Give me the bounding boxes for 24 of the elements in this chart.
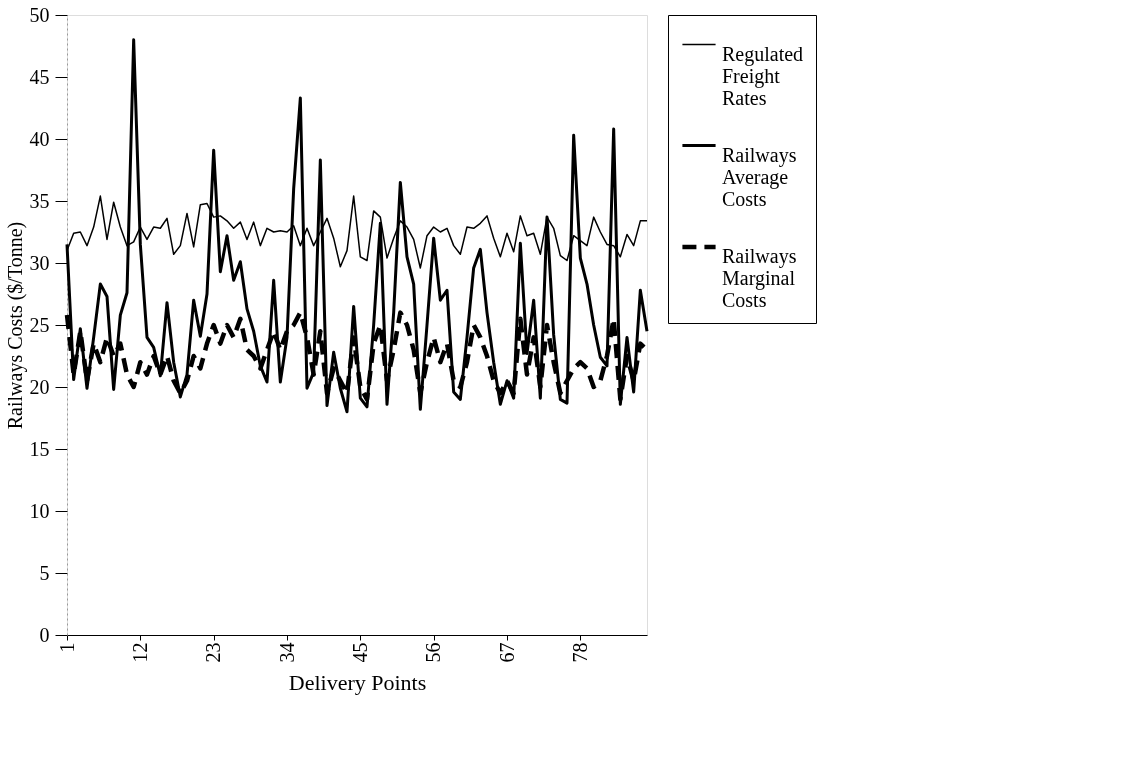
x-tick-label: 1 [55,642,78,653]
x-tick-label: 34 [275,642,298,663]
x-tick-label: 23 [202,642,225,663]
y-tick-label: 45 [29,65,50,88]
y-tick-label: 0 [39,623,50,646]
y-tick-label: 10 [29,499,50,522]
legend-label: Regulated Freight Rates [722,42,804,109]
y-tick-label: 15 [29,437,50,460]
y-axis-title: Railways Costs ($/Tonne) [3,221,27,430]
x-tick-label: 12 [128,642,151,663]
y-tick-label: 20 [29,375,50,398]
legend-label: Railways Average Costs [722,143,797,210]
x-tick-label: 67 [495,642,518,663]
y-tick-label: 25 [29,313,50,336]
x-tick-label: 78 [568,642,591,663]
y-tick-label: 30 [29,251,50,274]
x-tick-label: 56 [422,642,445,663]
y-tick-label: 50 [29,3,50,26]
legend-label: Railways Marginal Costs [722,245,797,311]
y-tick-label: 35 [29,189,50,212]
y-tick-label: 5 [39,561,50,584]
x-tick-label: 45 [348,642,371,663]
y-tick-label: 40 [29,127,50,150]
x-axis-title: Delivery Points [288,669,427,695]
